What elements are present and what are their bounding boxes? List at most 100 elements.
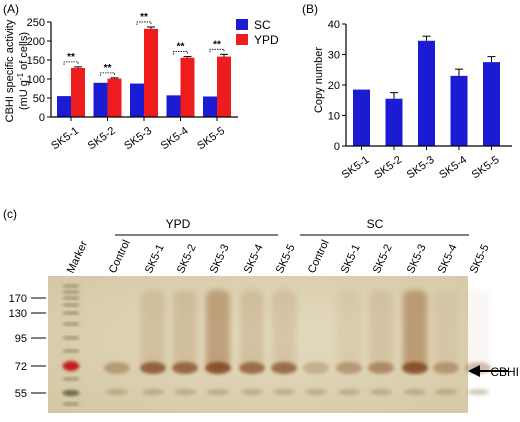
gel-lower-band	[241, 389, 263, 395]
gel-cbhi-band	[368, 362, 394, 374]
panel-b-x-tick-label: SK5-1	[340, 154, 372, 181]
gel-lane-label: SK5-4	[436, 242, 460, 275]
panel-b-x-tick-label: SK5-2	[372, 154, 404, 181]
gel-lower-band	[106, 389, 128, 395]
panel-a-label: (A)	[3, 2, 19, 16]
gel-lower-band	[338, 389, 360, 395]
panel-a-x-tick-label: SK5-4	[159, 125, 191, 152]
legend-sc-label: SC	[254, 18, 271, 32]
panel-b-y-tick-label: 30	[328, 50, 340, 62]
significance-mark: **	[104, 63, 112, 74]
gel-lower-band	[370, 389, 392, 395]
gel-lane-label: SK5-4	[242, 242, 266, 275]
panel-b-y-tick-label: 10	[328, 111, 340, 123]
gel-smear	[206, 290, 230, 370]
marker-ladder-band	[63, 322, 79, 326]
bar-sc	[166, 95, 181, 117]
bar-ypd	[180, 57, 195, 117]
gel-lane-label: SK5-1	[143, 242, 167, 275]
gel-cbhi-band	[303, 362, 329, 374]
gel-cbhi-band	[140, 362, 166, 374]
gel-lower-band	[142, 389, 164, 395]
gel-smear	[369, 290, 393, 370]
bar-ypd	[144, 28, 158, 118]
gel-cbhi-band	[239, 362, 265, 374]
bar-ypd	[107, 78, 122, 117]
panel-c-gel: (c) YPD SC Marker Control SK5-1 SK5-2 SK5-3 S…	[3, 207, 519, 413]
gel-smear	[337, 290, 361, 370]
cbhi-arrow-icon	[468, 365, 509, 377]
panel-a-bars: ** ** ** ** **	[57, 12, 231, 118]
panel-b-x-tick-label: SK5-4	[437, 154, 469, 181]
bar-copy-number	[483, 62, 500, 146]
panel-a-chart: (A) CBHI specific activity (mU g-1 of ce…	[3, 2, 279, 152]
bar-sc	[130, 83, 144, 117]
gel-smear	[141, 290, 165, 370]
gel-lane-label: SK5-3	[405, 242, 429, 275]
bar-copy-number	[385, 98, 403, 146]
gel-smear	[272, 290, 296, 370]
panel-b-y-tick-label: 20	[328, 80, 340, 92]
gel-lower-band	[174, 389, 196, 395]
panel-a-x-tick-label: SK5-2	[86, 125, 118, 152]
significance-mark: **	[67, 52, 75, 63]
gel-lower-band	[273, 389, 295, 395]
gel-cbhi-band	[433, 362, 459, 374]
marker-ladder-band	[63, 303, 79, 307]
significance-bracket	[173, 51, 188, 55]
panel-b-label: (B)	[302, 2, 318, 16]
gel-group-label-sc: SC	[367, 217, 384, 231]
bar-copy-number	[418, 40, 435, 146]
panel-a-ylabel-line2: (mU g-1 of cells)	[16, 32, 31, 110]
gel-marker-size-label: 72	[15, 361, 27, 373]
panel-b-x-axis: SK5-1 SK5-2 SK5-3 SK5-4 SK5-5	[340, 146, 502, 181]
gel-marker-size-labels: 170 130 95 72 55	[9, 293, 46, 400]
panel-a-x-axis: SK5-1 SK5-2 SK5-3 SK5-4 SK5-5	[49, 117, 227, 152]
cbhi-band-label: CBHI	[490, 365, 519, 379]
gel-smear	[403, 290, 427, 370]
legend-ypd-label: YPD	[254, 33, 279, 47]
panel-a-y-axis: 0 50 100 150 200 250	[27, 17, 51, 124]
gel-smear	[466, 290, 490, 370]
gel-bands	[63, 284, 491, 406]
gel-cbhi-band	[402, 362, 428, 374]
marker-ladder-band	[63, 336, 79, 340]
panel-b-ylabel: Copy number	[313, 47, 325, 113]
gel-smear	[434, 290, 458, 370]
marker-ladder-band	[63, 284, 79, 288]
panel-a-y-tick-label: 0	[39, 112, 45, 124]
gel-cbhi-band	[336, 362, 362, 374]
gel-marker-size-label: 95	[15, 333, 27, 345]
marker-ladder-band	[63, 402, 79, 406]
panel-a-y-tick-label: 150	[27, 55, 45, 67]
marker-ladder-band	[63, 377, 79, 381]
bar-sc	[203, 96, 217, 117]
gel-smear	[173, 290, 197, 370]
marker-55kda-band	[63, 390, 79, 396]
legend-sc-swatch	[236, 19, 248, 30]
bar-ypd	[71, 67, 85, 117]
panel-b-bars	[353, 35, 500, 146]
gel-lane-label: SK5-2	[175, 242, 199, 275]
panel-a-y-tick-label: 250	[27, 17, 45, 29]
gel-lane-label: Control	[306, 238, 332, 275]
panel-a-x-tick-label: SK5-1	[49, 125, 81, 152]
panel-b-y-axis: 0 10 20 30 40	[328, 19, 346, 153]
panel-a-y-tick-label: 100	[27, 74, 45, 86]
legend-ypd-swatch	[236, 34, 248, 45]
gel-lane-label: SK5-5	[468, 242, 492, 275]
gel-marker-size-label: 130	[9, 308, 27, 320]
significance-mark: **	[140, 12, 148, 23]
panel-b-x-tick-label: SK5-3	[405, 154, 437, 181]
significance-bracket	[136, 21, 152, 25]
gel-cbhi-band	[104, 362, 130, 374]
gel-lane-label: SK5-2	[371, 242, 395, 275]
significance-mark: **	[177, 42, 185, 53]
gel-lower-band	[207, 389, 229, 395]
gel-lower-band	[404, 389, 426, 395]
gel-cbhi-band	[205, 362, 231, 374]
marker-ladder-band	[63, 290, 79, 294]
